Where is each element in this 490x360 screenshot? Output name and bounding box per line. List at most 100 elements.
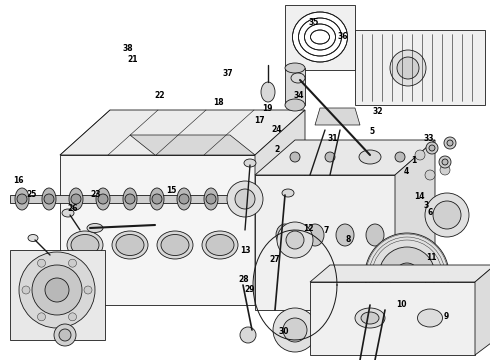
Text: 36: 36 [338,32,348,41]
Circle shape [273,308,317,352]
Ellipse shape [42,188,56,210]
Ellipse shape [293,12,347,62]
Text: 16: 16 [13,176,24,185]
Circle shape [179,194,189,204]
Ellipse shape [150,188,164,210]
Text: 5: 5 [370,127,375,136]
Ellipse shape [331,271,349,299]
Text: 35: 35 [308,18,319,27]
Circle shape [235,189,255,209]
Ellipse shape [417,309,442,327]
Ellipse shape [244,159,256,167]
Text: 33: 33 [423,134,434,143]
Ellipse shape [282,189,294,197]
Circle shape [22,286,30,294]
Ellipse shape [336,224,354,246]
Circle shape [277,222,313,258]
Circle shape [433,201,461,229]
Circle shape [69,259,76,267]
Text: 4: 4 [404,166,409,176]
Circle shape [395,263,419,287]
Circle shape [71,194,81,204]
Circle shape [19,252,95,328]
Ellipse shape [87,224,103,233]
Circle shape [283,318,307,342]
Text: 27: 27 [269,255,280,264]
Text: 29: 29 [245,285,255,294]
Ellipse shape [298,18,342,56]
Polygon shape [310,282,475,355]
Ellipse shape [15,188,29,210]
Text: 1: 1 [412,156,416,165]
Ellipse shape [306,224,324,246]
Polygon shape [60,110,305,155]
Ellipse shape [177,188,191,210]
Ellipse shape [261,82,275,102]
Text: 37: 37 [222,69,233,78]
Text: 21: 21 [127,55,138,64]
Text: 11: 11 [426,253,437,262]
Ellipse shape [112,231,148,259]
Polygon shape [255,140,435,175]
Polygon shape [130,135,255,155]
Text: 26: 26 [67,204,78,213]
Text: 31: 31 [328,134,339,143]
Ellipse shape [96,188,110,210]
Ellipse shape [291,73,305,83]
Polygon shape [315,108,360,125]
Circle shape [152,194,162,204]
Text: 38: 38 [122,44,133,53]
Polygon shape [395,140,435,310]
Text: 15: 15 [166,186,177,195]
Circle shape [54,324,76,346]
Text: 10: 10 [396,300,407,309]
Ellipse shape [285,63,305,73]
Ellipse shape [204,188,218,210]
Ellipse shape [285,99,305,111]
Circle shape [397,57,419,79]
Text: 34: 34 [294,91,304,100]
Ellipse shape [116,234,144,256]
Circle shape [395,152,405,162]
Circle shape [379,247,435,303]
Circle shape [38,259,46,267]
Text: 7: 7 [323,226,328,235]
Circle shape [360,152,370,162]
Circle shape [325,152,335,162]
Circle shape [227,181,263,217]
Ellipse shape [361,312,379,324]
Text: 13: 13 [240,246,250,255]
Ellipse shape [161,234,189,256]
Ellipse shape [71,234,99,256]
Ellipse shape [276,224,294,246]
Circle shape [440,165,450,175]
Ellipse shape [359,150,381,164]
Ellipse shape [69,188,83,210]
Circle shape [38,313,46,321]
Circle shape [439,156,451,168]
Circle shape [69,313,76,321]
Bar [390,265,425,285]
Text: 23: 23 [90,190,101,199]
Ellipse shape [206,234,234,256]
Polygon shape [285,68,305,105]
Ellipse shape [62,209,74,217]
Circle shape [84,286,92,294]
Circle shape [415,150,425,160]
Circle shape [206,194,216,204]
Circle shape [45,278,69,302]
Circle shape [444,137,456,149]
Circle shape [425,193,469,237]
Ellipse shape [202,231,238,259]
Polygon shape [10,250,105,340]
Circle shape [442,159,448,165]
Circle shape [333,278,347,292]
Circle shape [17,194,27,204]
Circle shape [365,233,449,317]
Text: 30: 30 [279,327,290,336]
Circle shape [390,50,426,86]
Circle shape [44,194,54,204]
Ellipse shape [366,224,384,246]
Text: 24: 24 [271,125,282,134]
Circle shape [125,194,135,204]
